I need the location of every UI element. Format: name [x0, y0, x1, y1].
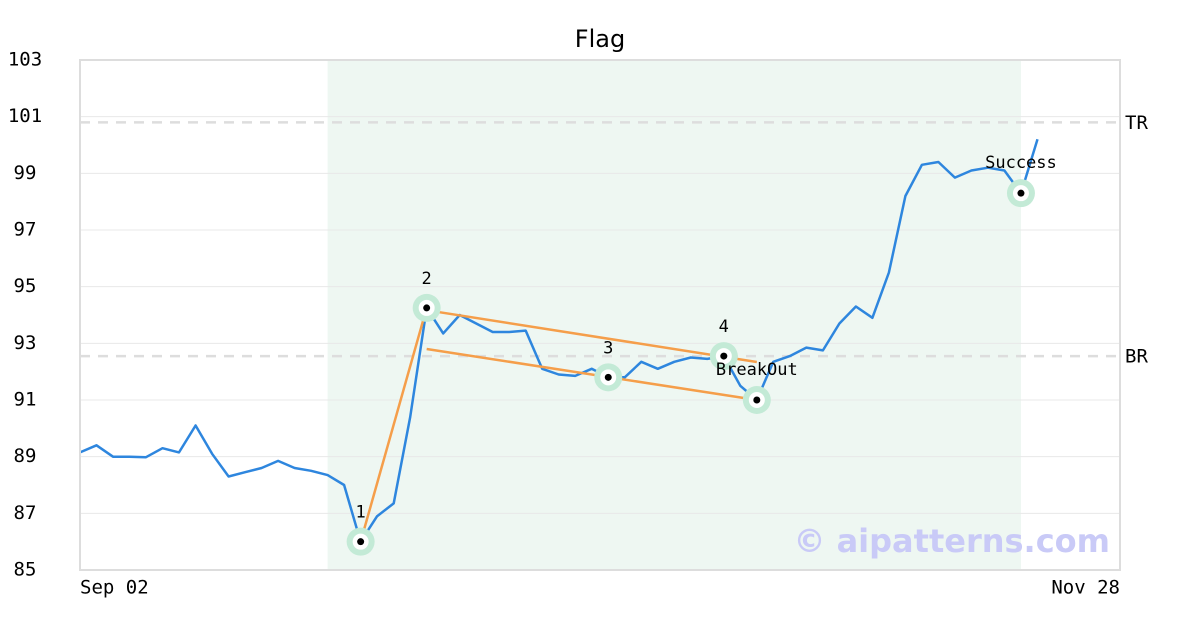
- marker-label: 4: [719, 317, 729, 337]
- y-tick-label: 93: [14, 332, 37, 354]
- trend-line: [359, 307, 428, 543]
- y-tick-label: 101: [8, 105, 42, 127]
- y-tick-label: 89: [14, 445, 37, 467]
- y-tick-label: 85: [14, 559, 37, 581]
- y-tick-label: 95: [14, 275, 37, 297]
- marker-dot: [720, 352, 728, 360]
- marker-label: Success: [985, 153, 1057, 173]
- marker-label: 1: [356, 503, 366, 523]
- marker-label: 3: [603, 338, 613, 358]
- reference-label: BR: [1125, 346, 1148, 368]
- marker-label: BreakOut: [716, 360, 798, 380]
- y-tick-label: 103: [8, 49, 42, 71]
- marker-dot: [423, 304, 431, 312]
- watermark: © aipatterns.com: [793, 522, 1110, 560]
- reference-label: TR: [1125, 112, 1148, 134]
- y-tick-label: 97: [14, 219, 37, 241]
- x-tick-label: Nov 28: [1051, 577, 1120, 599]
- marker-dot: [1017, 189, 1025, 197]
- trend-line: [426, 347, 758, 402]
- plot-frame: [79, 59, 1121, 571]
- trend-line: [426, 308, 758, 364]
- marker-dot: [604, 373, 612, 381]
- marker-dot: [753, 396, 761, 404]
- pattern-region: [327, 60, 1021, 570]
- marker-label: 2: [422, 269, 432, 289]
- y-tick-label: 87: [14, 502, 37, 524]
- y-tick-label: 91: [14, 389, 37, 411]
- marker-dot: [357, 538, 365, 546]
- x-tick-label: Sep 02: [80, 577, 149, 599]
- price-line: [79, 138, 1039, 543]
- y-tick-label: 99: [14, 162, 37, 184]
- chart-title: Flag: [575, 25, 625, 53]
